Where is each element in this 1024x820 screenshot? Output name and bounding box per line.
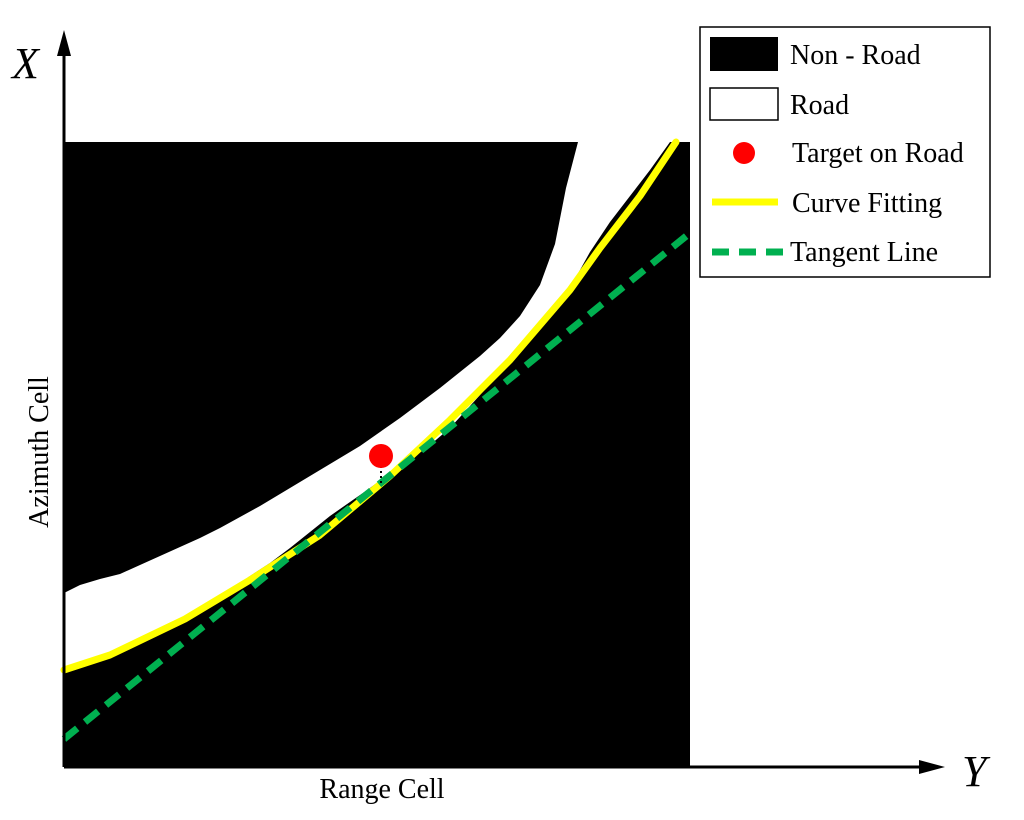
vertical-axis-title: Azimuth Cell bbox=[24, 376, 55, 528]
target-on-road-marker bbox=[369, 444, 393, 468]
horizontal-axis-title: Range Cell bbox=[319, 774, 444, 805]
legend-tangent-line-label: Tangent Line bbox=[790, 237, 938, 268]
legend-road-swatch bbox=[709, 87, 779, 121]
legend-road-label: Road bbox=[790, 90, 849, 121]
legend-target-label: Target on Road bbox=[792, 138, 964, 169]
legend-non-road-swatch bbox=[710, 37, 778, 71]
legend-target-swatch bbox=[733, 142, 755, 164]
axis-letter-x: X bbox=[10, 39, 41, 88]
axis-letter-y: Y bbox=[962, 747, 991, 796]
legend-non-road-label: Non - Road bbox=[790, 40, 921, 71]
legend: Non - Road Road Target on Road Curve Fit… bbox=[699, 26, 991, 278]
road-band bbox=[64, 142, 690, 670]
vertical-axis-arrowhead bbox=[57, 30, 71, 56]
legend-curve-fitting-label: Curve Fitting bbox=[792, 188, 942, 219]
horizontal-axis-arrowhead bbox=[919, 760, 945, 774]
